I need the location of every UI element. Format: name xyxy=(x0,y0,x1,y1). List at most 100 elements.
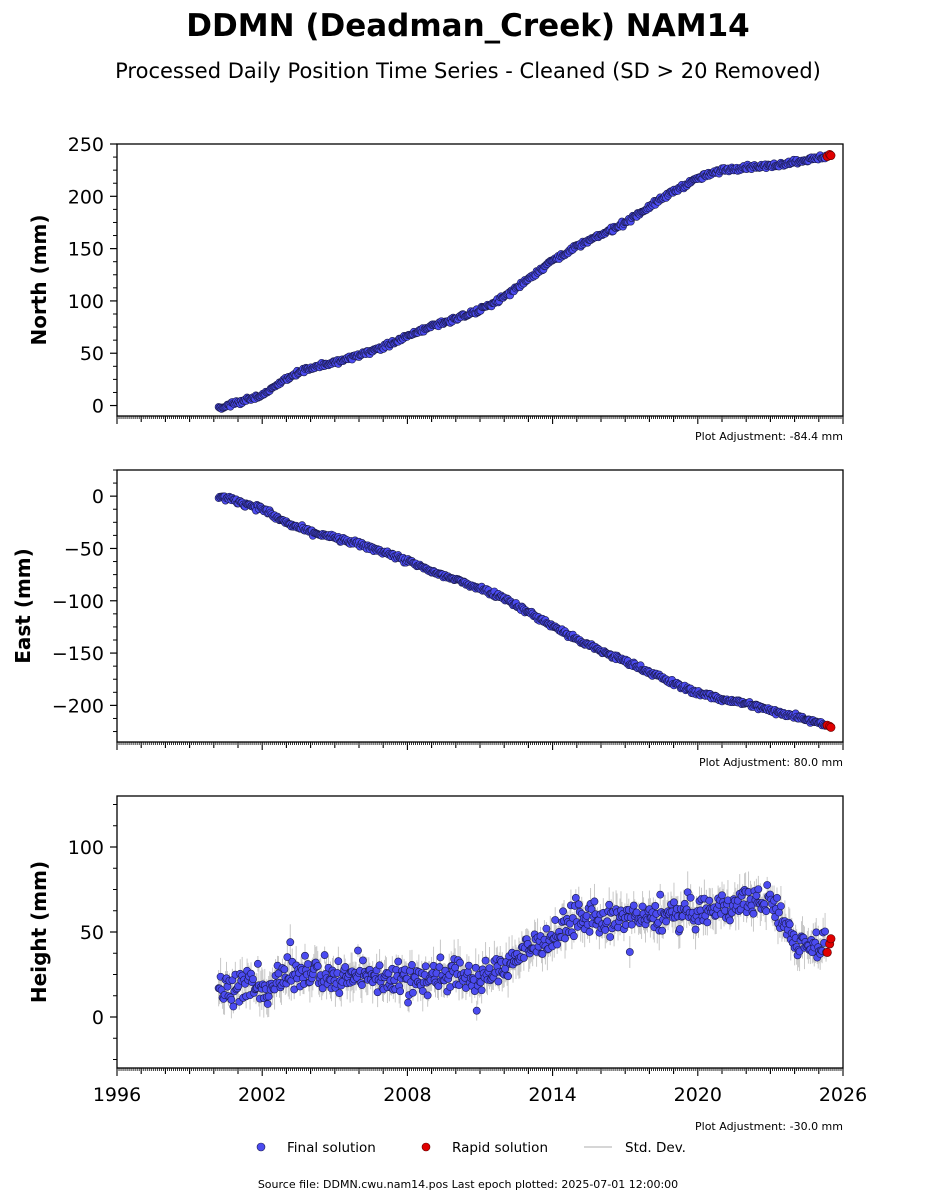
final-solution-point xyxy=(559,907,567,916)
y-tick-label: 250 xyxy=(68,134,104,156)
final-solution-point xyxy=(358,956,367,965)
y-tick-label: 50 xyxy=(80,343,104,365)
final-solution-point xyxy=(335,989,344,998)
final-solution-point xyxy=(821,927,829,936)
final-solution-point xyxy=(762,907,771,916)
height-final-points xyxy=(214,881,830,1015)
north-panel: 0 50 100 150 200 250 North (mm) Plot Adjustme… xyxy=(27,134,844,443)
final-solution-point xyxy=(656,890,665,899)
north-y-axis-label: North (mm) xyxy=(27,214,51,345)
east-plot-area: 0 −50 −100 −150 −200 xyxy=(52,469,844,750)
final-solution-point xyxy=(334,957,343,966)
y-tick-label: 0 xyxy=(92,486,104,508)
final-solution-point xyxy=(773,893,781,902)
source-caption: Source file: DDMN.cwu.nam14.pos Last epo… xyxy=(258,1178,678,1191)
final-solution-point xyxy=(705,896,714,905)
final-solution-point xyxy=(603,917,612,926)
final-solution-point xyxy=(375,961,384,970)
final-solution-point xyxy=(320,951,329,959)
east-rapid-points xyxy=(822,720,836,732)
legend-rapid-marker xyxy=(421,1142,431,1152)
east-data-marks xyxy=(214,492,836,732)
final-solution-point xyxy=(675,925,684,933)
final-solution-point xyxy=(249,975,257,984)
y-tick-label: 0 xyxy=(92,1007,104,1029)
north-y-axis: 0 50 100 150 200 250 xyxy=(68,134,117,418)
north-plot-adjustment: Plot Adjustment: -84.4 mm xyxy=(695,430,843,443)
y-tick-label: 50 xyxy=(80,922,104,944)
final-solution-point xyxy=(629,901,638,910)
final-solution-point xyxy=(627,920,636,929)
final-solution-point xyxy=(785,920,794,929)
final-solution-point xyxy=(471,963,480,972)
final-solution-point xyxy=(553,940,562,949)
legend-final-marker xyxy=(256,1142,266,1152)
east-y-axis: 0 −50 −100 −150 −200 xyxy=(52,469,117,733)
final-solution-point xyxy=(775,908,783,917)
final-solution-point xyxy=(638,902,647,911)
final-solution-point xyxy=(504,972,513,981)
height-plot-adjustment: Plot Adjustment: -30.0 mm xyxy=(695,1120,843,1133)
x-tick-label: 1996 xyxy=(93,1084,141,1106)
final-solution-point xyxy=(812,928,821,937)
final-solution-point xyxy=(574,900,583,909)
final-solution-point xyxy=(456,958,464,967)
final-solution-point xyxy=(404,998,412,1007)
x-tick-label: 2020 xyxy=(674,1084,722,1106)
final-solution-point xyxy=(472,1006,481,1015)
x-tick-label: 2002 xyxy=(238,1084,286,1106)
final-solution-point xyxy=(538,950,547,958)
x-tick-label: 2026 xyxy=(819,1084,867,1106)
final-solution-point xyxy=(605,900,614,909)
final-solution-point xyxy=(569,932,578,941)
final-solution-point xyxy=(341,963,350,971)
height-panel: 0 50 100 1996 2002 2008 2014 2020 2026 Height (m… xyxy=(27,795,867,1133)
final-solution-point xyxy=(253,959,262,968)
final-solution-point xyxy=(718,891,726,900)
north-final-points xyxy=(214,151,830,413)
final-solution-point xyxy=(423,991,432,1000)
final-solution-point xyxy=(749,909,758,918)
final-solution-point xyxy=(582,911,591,920)
final-solution-point xyxy=(542,924,551,933)
height-rapid-points xyxy=(822,934,836,957)
east-final-points xyxy=(214,492,830,730)
final-solution-point xyxy=(421,962,430,971)
rapid-solution-point xyxy=(826,151,836,161)
legend-rapid-label: Rapid solution xyxy=(452,1140,548,1156)
final-solution-point xyxy=(725,916,734,925)
final-solution-point xyxy=(435,963,444,971)
final-solution-point xyxy=(477,986,486,995)
final-solution-point xyxy=(601,926,610,934)
legend: Final solution Rapid solution Std. Dev. xyxy=(256,1140,686,1156)
north-rapid-points xyxy=(822,149,836,162)
final-solution-point xyxy=(274,969,283,978)
y-tick-label: 100 xyxy=(68,291,104,313)
north-data-marks xyxy=(214,149,836,413)
final-solution-point xyxy=(396,987,405,996)
final-solution-point xyxy=(752,891,761,900)
east-panel: 0 −50 −100 −150 −200 East (mm) Plot Adjustme… xyxy=(11,469,844,769)
east-x-axis xyxy=(116,742,844,750)
final-solution-point xyxy=(571,894,580,902)
final-solution-point xyxy=(606,933,615,941)
y-tick-label: 100 xyxy=(68,837,104,859)
final-solution-point xyxy=(662,917,671,926)
y-tick-label: −50 xyxy=(64,538,104,560)
final-solution-point xyxy=(625,948,634,956)
final-solution-point xyxy=(408,961,416,969)
final-solution-point xyxy=(409,988,417,997)
rapid-solution-point xyxy=(826,722,836,732)
x-tick-label: 2008 xyxy=(383,1084,431,1106)
figure-title: DDMN (Deadman_Creek) NAM14 xyxy=(186,8,749,44)
height-y-axis-label: Height (mm) xyxy=(27,861,51,1003)
final-solution-point xyxy=(485,964,494,973)
final-solution-point xyxy=(590,897,599,906)
final-solution-point xyxy=(313,962,322,970)
final-solution-point xyxy=(686,893,695,902)
y-tick-label: 150 xyxy=(68,239,104,261)
final-solution-point xyxy=(691,925,700,934)
